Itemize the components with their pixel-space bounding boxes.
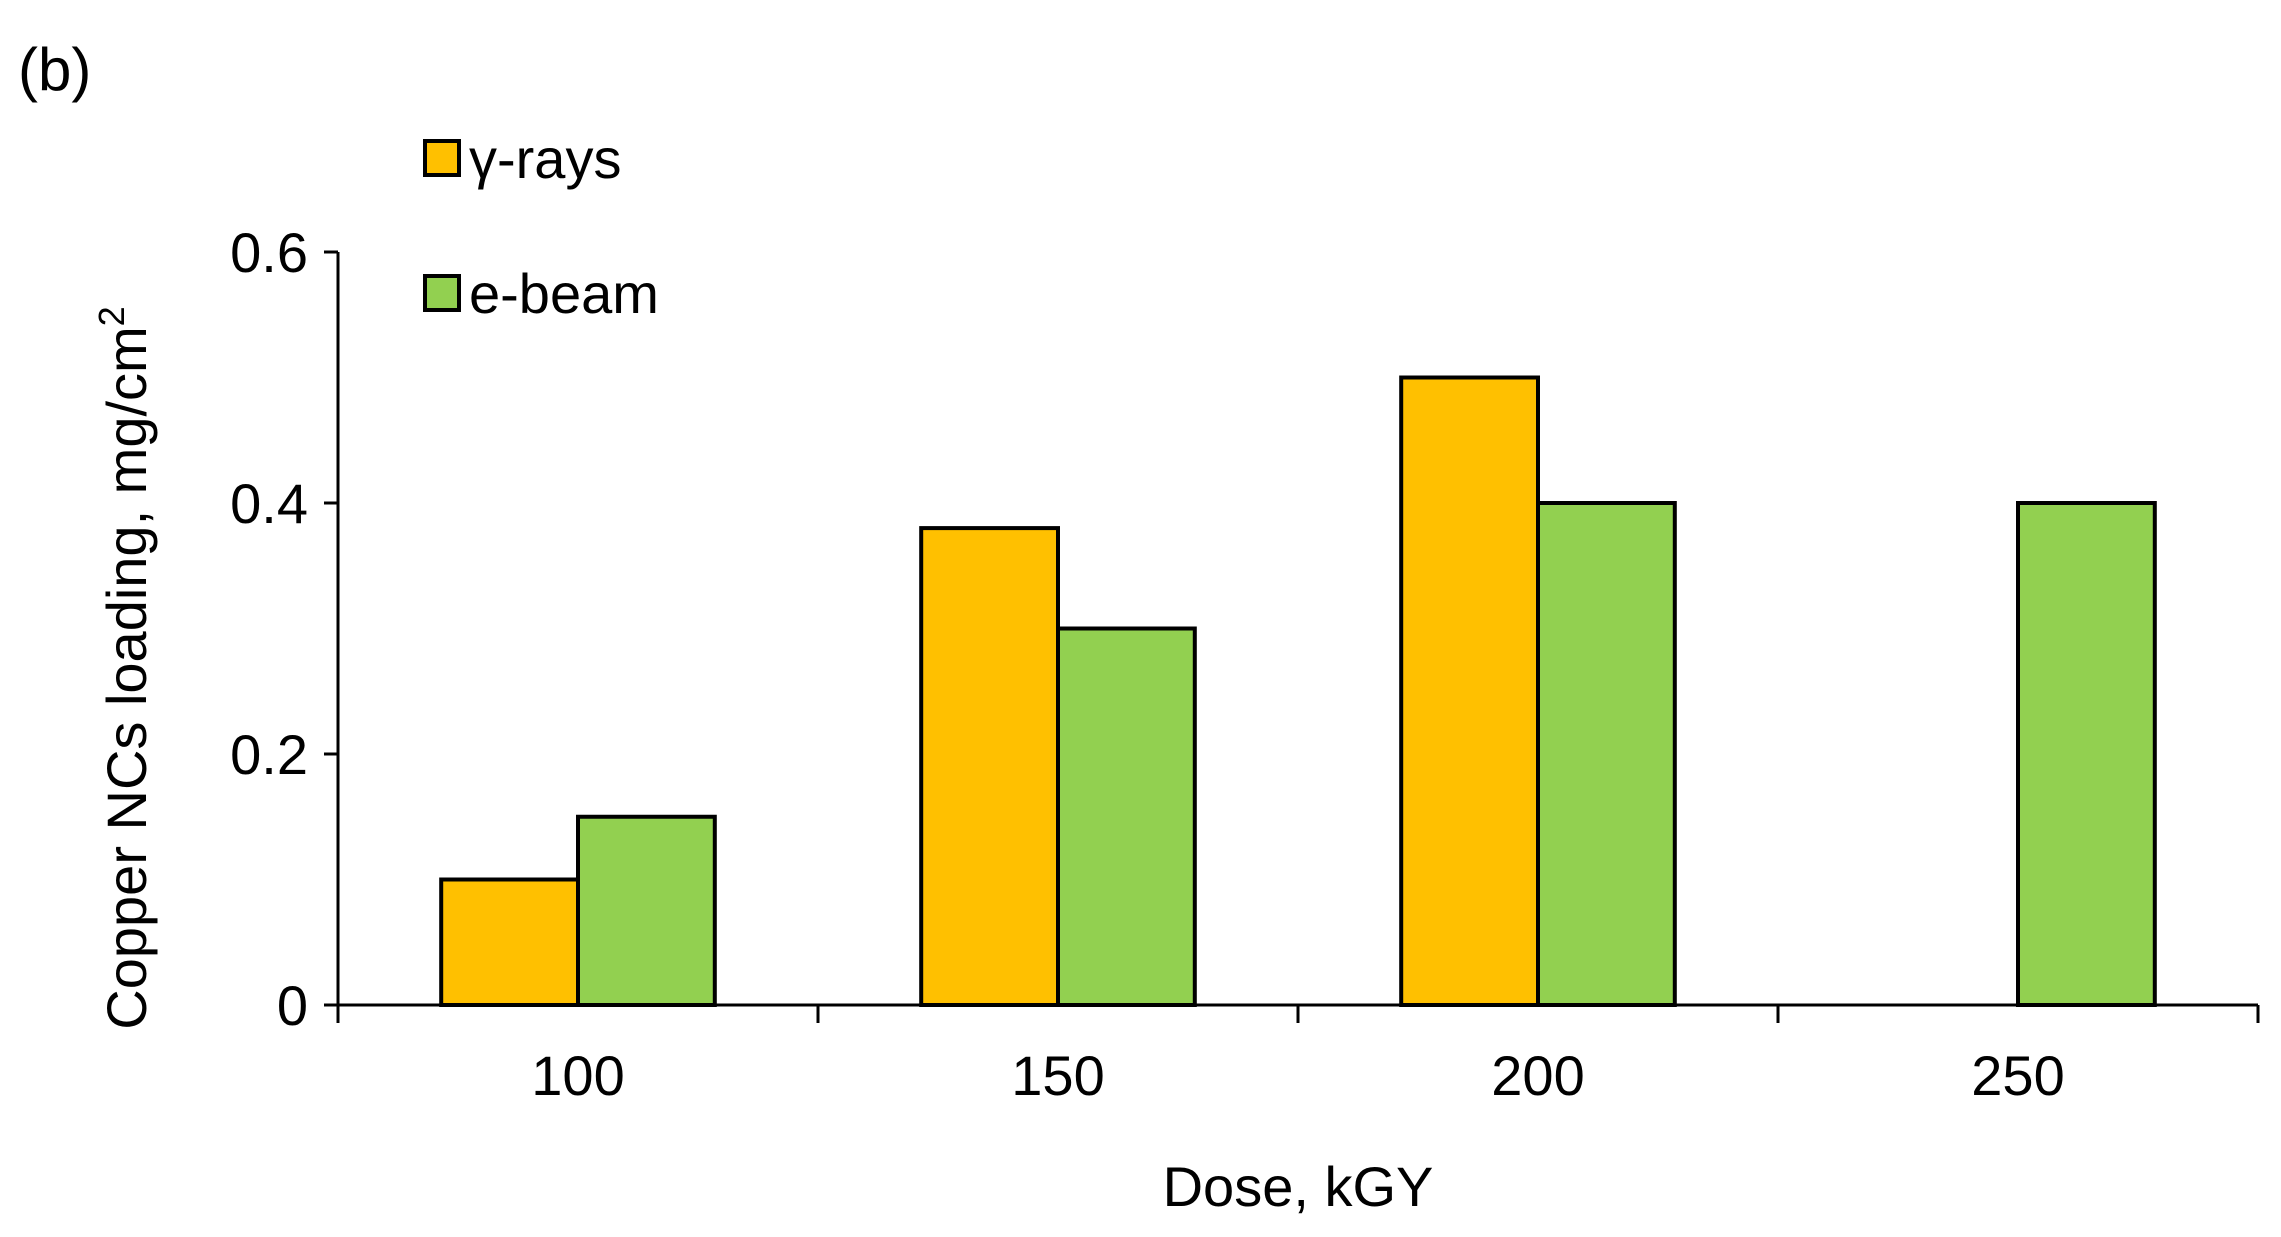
x-ticks-group: 100 150 200 250 — [336, 1005, 2260, 1107]
y-axis-title-superscript: 2 — [91, 306, 132, 326]
y-tick-label: 0 — [277, 974, 308, 1037]
panel-label: (b) — [18, 36, 91, 103]
x-tick-label: 100 — [531, 1044, 624, 1107]
x-axis-title: Dose, kGY — [1163, 1155, 1434, 1218]
bar--rays-150 — [919, 526, 1061, 1007]
y-tick-label: 0.2 — [230, 723, 308, 786]
y-ticks-group: 0 0.2 0.4 0.6 — [230, 221, 338, 1037]
legend-label: γ-rays — [469, 127, 621, 190]
bar-e-beam-100 — [576, 814, 717, 1007]
y-axis-title: Copper NCs loading, mg/cm2 — [91, 306, 158, 1029]
x-tick-label: 250 — [1971, 1044, 2064, 1107]
y-tick-label: 0.6 — [230, 221, 308, 284]
bars-group — [439, 375, 2157, 1007]
legend-swatch — [423, 274, 461, 312]
legend: γ-rays e-beam — [423, 127, 659, 325]
bar-e-beam-250 — [2016, 501, 2157, 1007]
x-tick-label: 150 — [1011, 1044, 1104, 1107]
bar--rays-200 — [1399, 375, 1540, 1007]
bar-e-beam-200 — [1536, 501, 1677, 1007]
y-tick-label: 0.4 — [230, 472, 308, 535]
x-tick-label: 200 — [1491, 1044, 1584, 1107]
bar-e-beam-150 — [1056, 626, 1197, 1007]
y-axis-title-main: Copper NCs loading, mg/cm — [95, 326, 158, 1029]
legend-swatch — [423, 139, 461, 177]
legend-label: e-beam — [469, 262, 659, 325]
bar--rays-100 — [439, 877, 581, 1007]
